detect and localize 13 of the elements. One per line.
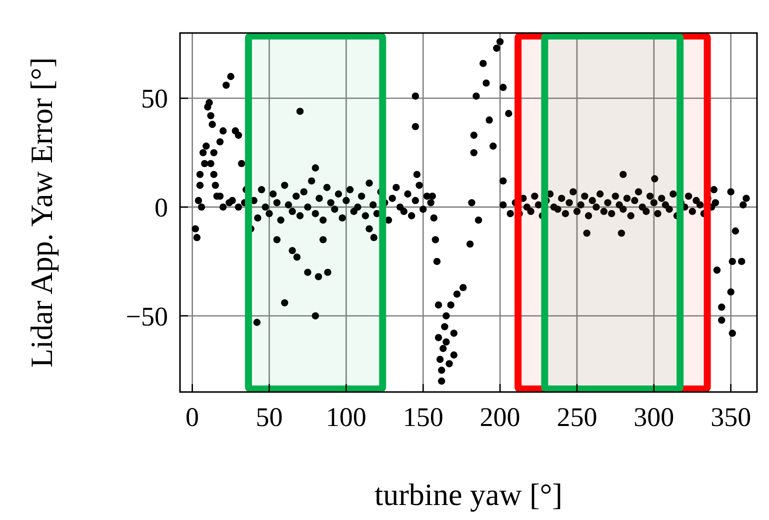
x-tick-label: 250 (556, 402, 598, 432)
x-tick-label: 150 (402, 402, 444, 432)
x-tick-label: 200 (480, 402, 520, 432)
x-tick-label: 0 (186, 402, 200, 432)
y-tick-label: 50 (141, 84, 168, 114)
y-axis-title: Lidar App. Yaw Error [°] (24, 57, 59, 368)
y-tick-label: −50 (126, 301, 168, 332)
x-tick-label: 50 (256, 402, 283, 432)
x-tick-label: 350 (710, 402, 752, 432)
y-tick-label: 0 (154, 192, 168, 223)
x-tick-label: 100 (326, 402, 366, 432)
x-tick-label: 300 (634, 402, 674, 432)
x-axis-title: turbine yaw [°] (374, 477, 562, 512)
